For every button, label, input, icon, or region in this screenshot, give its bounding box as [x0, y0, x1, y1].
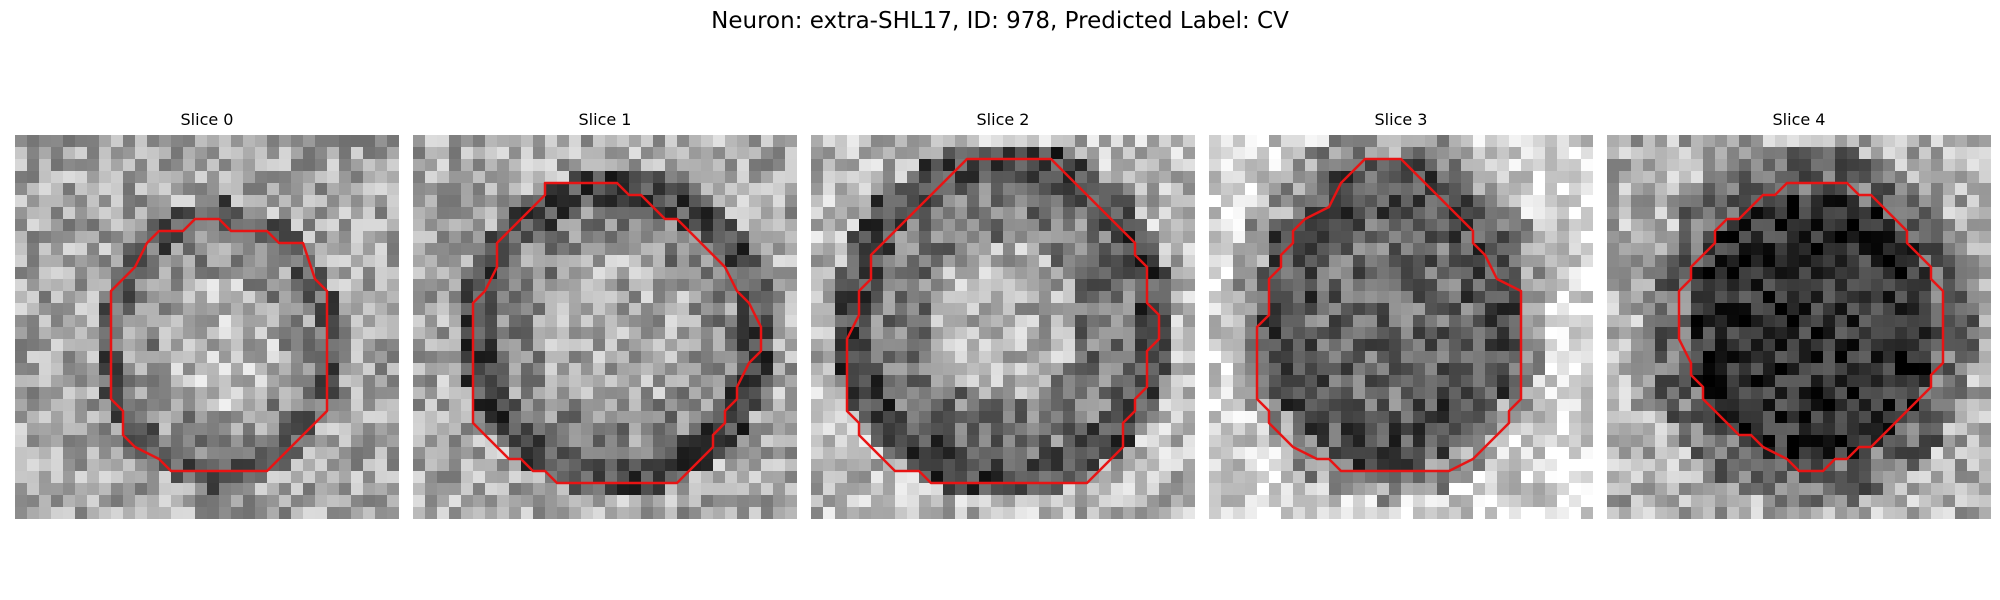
slice-title-3: Slice 3 — [1374, 110, 1428, 129]
roi-contour-3 — [1255, 157, 1523, 473]
slice-title-1: Slice 1 — [578, 110, 632, 129]
slice-overlay-2 — [845, 157, 1161, 485]
slice-image-4 — [1607, 135, 1991, 519]
slice-overlay-3 — [1255, 157, 1523, 473]
slice-image-0 — [15, 135, 399, 519]
figure-title: Neuron: extra-SHL17, ID: 978, Predicted … — [711, 8, 1289, 34]
slice-image-3 — [1209, 135, 1593, 519]
slice-overlay-1 — [471, 181, 763, 485]
slice-image-1 — [413, 135, 797, 519]
slice-title-4: Slice 4 — [1772, 110, 1826, 129]
slice-image-2 — [811, 135, 1195, 519]
slice-title-2: Slice 2 — [976, 110, 1030, 129]
slice-title-0: Slice 0 — [180, 110, 234, 129]
roi-contour-4 — [1677, 181, 1945, 473]
roi-contour-0 — [109, 217, 329, 473]
roi-contour-1 — [471, 181, 763, 485]
slice-overlay-4 — [1677, 181, 1945, 473]
slice-overlay-0 — [109, 217, 329, 473]
roi-contour-2 — [845, 157, 1161, 485]
